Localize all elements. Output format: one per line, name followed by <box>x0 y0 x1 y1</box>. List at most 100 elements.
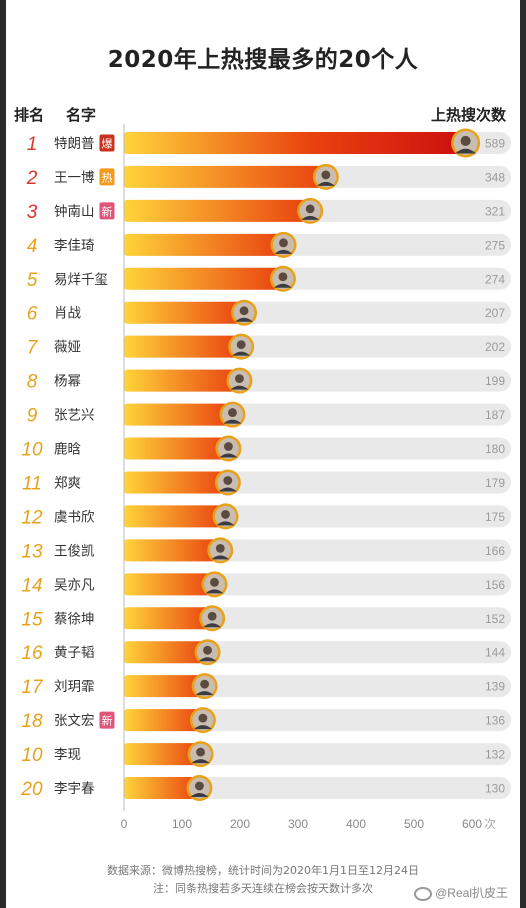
bar <box>124 267 283 290</box>
avatar-head <box>194 781 204 791</box>
chart-card: 2020年上热搜最多的20个人 排名 名字 上热搜次数 589 1 特朗普爆 348 2… <box>6 0 520 908</box>
value-label: 207 <box>485 306 505 320</box>
avatar-head <box>239 306 249 316</box>
category-label: 王俊凯 <box>54 543 95 559</box>
count-header: 上热搜次数 <box>430 106 506 124</box>
bar-chart: 589 1 特朗普 爆 348 2 王一博 热 321 3 钟南山 新 275 4 李佳琦 274 5 易烊千玺 2… <box>20 124 511 830</box>
bar-track <box>124 709 511 732</box>
avatar-body <box>219 453 238 458</box>
bar <box>124 607 213 630</box>
avatar-body <box>191 759 210 764</box>
bar <box>124 131 466 154</box>
bar <box>124 573 215 596</box>
category-label: 黄子韬 <box>54 645 95 661</box>
rank-label: 17 <box>21 677 44 698</box>
avatar-head <box>223 442 233 451</box>
rank-label: 20 <box>20 779 43 800</box>
avatar-body <box>218 487 237 492</box>
bar-track <box>124 777 511 800</box>
avatar-body <box>273 283 292 288</box>
bar <box>124 369 240 392</box>
category-label: 虞书欣 <box>54 509 95 525</box>
avatar-head <box>228 408 237 417</box>
category-label: 王一博 <box>54 169 95 186</box>
value-label: 144 <box>485 646 505 660</box>
value-label: 166 <box>485 544 505 558</box>
category-label: 杨幂 <box>54 374 81 390</box>
rank-label: 4 <box>27 236 38 257</box>
bar <box>124 165 326 188</box>
value-label: 187 <box>485 408 505 422</box>
source-note: 数据来源：微博热搜榜，统计时间为2020年1月1日至12月24日 <box>107 864 419 877</box>
avatar-head <box>221 510 230 519</box>
category-label: 吴亦凡 <box>54 577 95 593</box>
bar <box>124 335 242 358</box>
value-label: 275 <box>485 238 505 252</box>
avatar-head <box>279 238 288 248</box>
badge-label: 热 <box>102 171 113 184</box>
value-label: 274 <box>485 272 505 286</box>
category-label: 郑爽 <box>54 475 81 491</box>
bar <box>124 437 229 460</box>
avatar-body <box>232 351 251 356</box>
x-unit-label: 次 <box>484 817 496 830</box>
watermark-text: @Real扒皮王 <box>435 886 508 900</box>
x-tick-label: 0 <box>121 817 128 830</box>
avatar-body <box>301 215 320 220</box>
category-label: 张文宏 <box>54 713 95 729</box>
value-label: 199 <box>485 374 505 388</box>
rank-label: 14 <box>21 575 42 596</box>
rank-label: 10 <box>21 745 43 766</box>
footnote: 注：同条热搜若多天连续在榜会按天数计多次 <box>153 882 373 895</box>
avatar-body <box>205 589 224 594</box>
category-label: 蔡徐坤 <box>54 611 95 627</box>
rank-label: 9 <box>27 406 38 427</box>
value-label: 348 <box>485 170 505 184</box>
bar-track <box>124 641 511 664</box>
rank-label: 18 <box>21 711 43 732</box>
category-label: 特朗普 <box>54 136 95 152</box>
rank-label: 10 <box>21 440 43 461</box>
badge <box>99 202 115 220</box>
watermark: @Real扒皮王 <box>414 884 508 901</box>
avatar-head <box>236 340 246 350</box>
avatar-body <box>195 691 214 696</box>
avatar-body <box>316 181 335 186</box>
badge-label: 新 <box>102 714 113 728</box>
value-label: 175 <box>485 510 505 524</box>
value-label: 136 <box>485 714 505 728</box>
bar-track <box>124 743 511 766</box>
avatar-body <box>198 657 217 662</box>
avatar-head <box>210 577 219 587</box>
chart-title: 2020年上热搜最多的20个人 <box>107 47 419 73</box>
x-tick-label: 600 <box>462 817 482 830</box>
bar <box>124 777 200 800</box>
name-header: 名字 <box>66 106 97 124</box>
avatar-head <box>196 747 205 757</box>
bar <box>124 233 284 256</box>
rank-label: 15 <box>21 609 43 630</box>
weibo-icon <box>414 886 433 901</box>
value-label: 132 <box>485 748 505 762</box>
avatar-head <box>460 135 471 147</box>
avatar-body <box>274 249 293 254</box>
category-label: 鹿晗 <box>54 441 81 458</box>
rank-label: 13 <box>21 541 43 562</box>
value-label: 321 <box>485 204 505 218</box>
category-label: 李宇春 <box>54 781 95 797</box>
avatar-body <box>230 385 249 390</box>
bar <box>124 675 205 698</box>
value-label: 139 <box>485 680 505 694</box>
rank-label: 6 <box>27 304 38 325</box>
value-label: 152 <box>485 612 505 626</box>
bar <box>124 471 228 494</box>
avatar-body <box>223 419 242 424</box>
avatar-head <box>305 204 315 214</box>
bar <box>124 199 311 222</box>
category-label: 薇娅 <box>54 340 81 356</box>
rank-label: 11 <box>22 473 42 494</box>
x-tick-label: 400 <box>346 817 366 830</box>
rank-label: 12 <box>21 507 43 528</box>
avatar-head <box>198 713 208 723</box>
rank-label: 7 <box>27 338 39 359</box>
